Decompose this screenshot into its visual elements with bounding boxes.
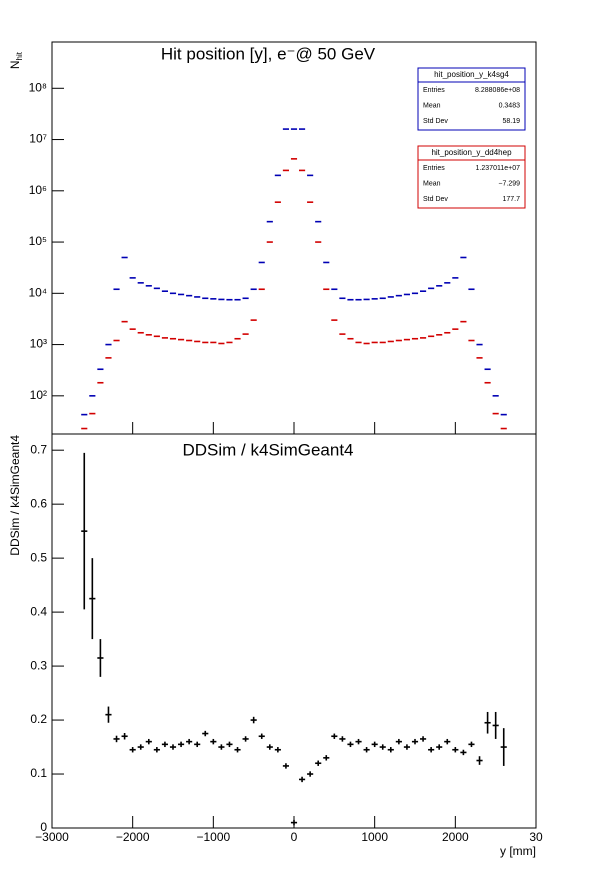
stats-value: 58.19 [502,118,520,125]
y-tick-label: 10⁷ [29,132,47,146]
y-tick-label: 0.5 [30,550,47,564]
stats-title: hit_position_y_k4sg4 [434,70,509,79]
y-tick-label: 0.4 [30,604,47,618]
bottom-title: DDSim / k4SimGeant4 [183,440,354,459]
x-tick-label: 30 [529,830,543,844]
y-tick-label: 0.1 [30,766,47,780]
x-tick-label: 2000 [442,830,469,844]
y-tick-label: 0.3 [30,658,47,672]
stats-key: Entries [423,87,445,94]
y-tick-label: 0.2 [30,712,47,726]
y-tick-label: 0.6 [30,496,47,510]
top-y-label: Nhit [8,51,24,69]
stats-box [417,67,526,131]
x-tick-label: −3000 [35,830,69,844]
stats-value: 0.3483 [499,102,521,109]
y-tick-label: 10³ [30,337,47,351]
stats-box [417,145,526,209]
x-tick-label: −2000 [116,830,150,844]
stats-title: hit_position_y_dd4hep [431,148,512,157]
y-tick-label: 10⁴ [28,285,47,299]
stats-key: Std Dev [423,118,448,125]
stats-value: 1.237011e+07 [476,165,521,172]
stats-value: 8.288086e+08 [475,87,520,94]
y-tick-label: 0.7 [30,442,47,456]
top-title: Hit position [y], e⁻@ 50 GeV [161,44,376,63]
x-label: y [mm] [500,844,536,858]
stats-key: Entries [423,165,445,172]
x-tick-label: 0 [291,830,298,844]
stats-value: 177.7 [502,196,520,203]
x-tick-label: −1000 [196,830,230,844]
stats-key: Mean [423,180,441,187]
y-label-sub: hit [15,51,24,60]
y-label: Nhit [8,51,24,69]
x-tick-label: 1000 [361,830,388,844]
stats-key: Mean [423,102,441,109]
y-tick-label: 10⁵ [29,234,47,248]
bottom-y-label: DDSim / k4SimGeant4 [8,435,22,556]
y-tick-label: 0 [40,820,47,834]
y-label-main: N [8,60,22,69]
y-tick-label: 10² [30,388,47,402]
y-tick-label: 10⁶ [29,183,47,197]
stats-key: Std Dev [423,196,448,203]
y-tick-label: 10⁸ [29,80,47,94]
stats-value: −7.299 [498,180,520,187]
